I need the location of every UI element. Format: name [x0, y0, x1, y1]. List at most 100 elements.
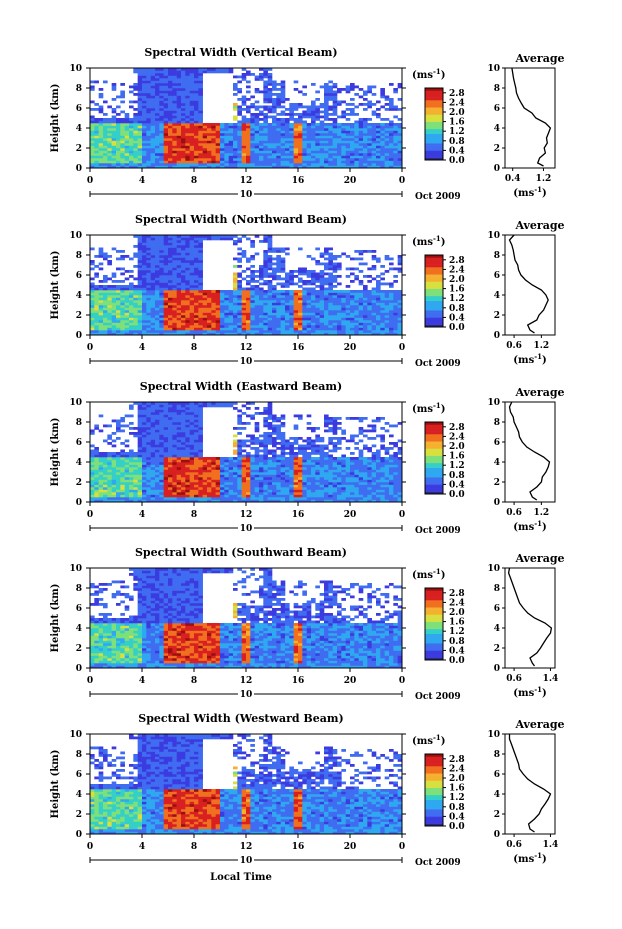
heatmap-cell — [280, 325, 286, 328]
heatmap-cell — [194, 70, 199, 74]
heatmap-cell — [380, 95, 385, 99]
heatmap-cell — [189, 68, 195, 71]
heatmap-cell — [241, 150, 247, 154]
heatmap-cell — [272, 295, 277, 298]
heatmap-cell — [181, 158, 186, 161]
heatmap-cell — [354, 160, 359, 164]
heatmap-cell — [389, 330, 394, 333]
heatmap-cell — [233, 272, 238, 276]
heatmap-cell — [254, 120, 260, 124]
heatmap-cell — [163, 140, 169, 144]
heatmap-cell — [319, 145, 325, 149]
heatmap-cell — [150, 332, 156, 336]
heatmap-cell — [280, 128, 286, 131]
heatmap-cell — [172, 442, 177, 445]
heatmap-cell — [172, 322, 177, 326]
heatmap-cell — [215, 290, 221, 293]
heatmap-cell — [142, 155, 147, 159]
heatmap-cell — [159, 472, 164, 475]
heatmap-cell — [207, 312, 212, 316]
heatmap-cell — [224, 295, 229, 298]
heatmap-cell — [120, 494, 125, 498]
heatmap-cell — [302, 310, 307, 313]
heatmap-cell — [194, 287, 199, 291]
heatmap-cell — [272, 93, 277, 96]
heatmap-cell — [341, 100, 346, 104]
heatmap-cell — [341, 153, 346, 156]
heatmap-cell — [150, 158, 156, 161]
heatmap-cell — [332, 133, 338, 136]
heatmap-cell — [120, 272, 125, 276]
heatmap-cell — [129, 130, 134, 134]
heatmap-cell — [367, 275, 372, 278]
heatmap-cell — [324, 315, 329, 318]
heatmap-cell — [159, 409, 164, 413]
heatmap-cell — [133, 457, 138, 460]
heatmap-cell — [168, 260, 173, 263]
heatmap-cell — [302, 143, 307, 146]
heatmap-cell — [142, 140, 147, 144]
heatmap-cell — [137, 143, 143, 146]
heatmap-cell — [116, 462, 121, 465]
heatmap-cell — [90, 330, 95, 333]
heatmap-cell — [176, 499, 182, 503]
heatmap-cell — [146, 292, 151, 296]
heatmap-cell — [337, 320, 342, 323]
heatmap-cell — [103, 477, 108, 480]
heatmap-cell — [397, 270, 403, 273]
heatmap-cell — [241, 108, 247, 111]
heatmap-cell — [324, 133, 329, 136]
heatmap-cell — [120, 462, 125, 465]
heatmap-cell — [241, 255, 247, 258]
heatmap-cell — [324, 302, 329, 306]
heatmap-cell — [215, 295, 221, 298]
heatmap-cell — [354, 155, 359, 159]
heatmap-cell — [189, 130, 195, 134]
heatmap-cell — [397, 160, 403, 164]
heatmap-cell — [103, 462, 108, 465]
heatmap-cell — [168, 240, 173, 243]
heatmap-cell — [185, 115, 190, 119]
heatmap-cell — [168, 282, 173, 286]
heatmap-cell — [371, 155, 377, 159]
heatmap-cell — [276, 163, 281, 166]
heatmap-cell — [159, 277, 164, 281]
heatmap-cell — [202, 237, 208, 241]
heatmap-cell — [189, 83, 195, 86]
heatmap-cell — [129, 125, 134, 129]
heatmap-cell — [367, 90, 372, 94]
heatmap-cell — [176, 130, 182, 134]
heatmap-cell — [150, 477, 156, 480]
heatmap-cell — [181, 235, 186, 238]
heatmap-cell — [111, 474, 117, 478]
heatmap-cell — [358, 145, 364, 149]
heatmap-cell — [129, 165, 134, 169]
heatmap-cell — [98, 140, 104, 144]
heatmap-cell — [150, 130, 156, 134]
heatmap-cell — [150, 270, 156, 273]
heatmap-cell — [150, 247, 156, 251]
heatmap-cell — [354, 138, 359, 141]
heatmap-cell — [176, 80, 182, 84]
heatmap-cell — [259, 330, 264, 333]
heatmap-cell — [324, 287, 329, 291]
heatmap-cell — [211, 312, 216, 316]
heatmap-cell — [142, 414, 147, 418]
heatmap-cell — [306, 322, 312, 326]
heatmap-cell — [293, 327, 299, 331]
heatmap-cell — [289, 105, 294, 109]
heatmap-cell — [293, 292, 299, 296]
heatmap-cell — [337, 332, 342, 336]
heatmap-cell — [155, 482, 160, 485]
heatmap-cell — [185, 163, 190, 166]
heatmap-cell — [393, 163, 398, 166]
heatmap-cell — [254, 148, 260, 151]
heatmap-cell — [298, 300, 303, 303]
heatmap-cell — [94, 464, 99, 468]
heatmap-cell — [207, 322, 212, 326]
heatmap-cell — [159, 242, 164, 246]
heatmap-cell — [107, 437, 112, 440]
heatmap-cell — [172, 98, 177, 101]
heatmap-cell — [298, 267, 303, 271]
heatmap-cell — [332, 150, 338, 154]
